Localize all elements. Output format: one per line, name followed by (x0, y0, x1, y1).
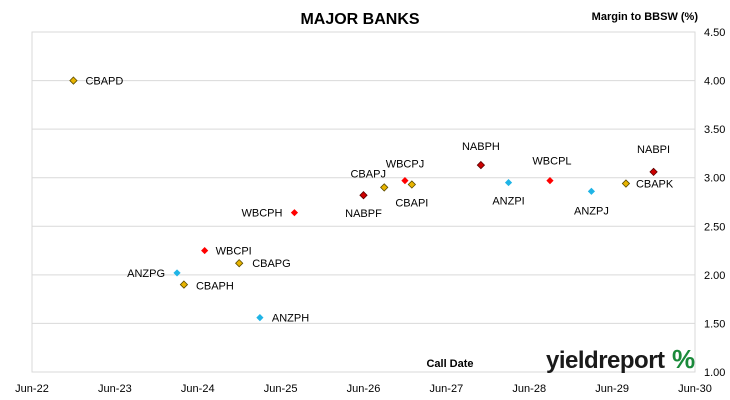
x-tick-label: Jun-26 (347, 383, 381, 395)
point-label-nabph: NABPH (462, 141, 500, 153)
point-label-cbaph: CBAPH (196, 281, 234, 293)
logo-text: yieldreport (546, 347, 665, 374)
x-axis-title: Call Date (426, 358, 473, 370)
point-marker-anzpj (587, 187, 596, 195)
point-label-anzpi: ANZPI (492, 196, 524, 208)
y-tick-label: 1.00 (704, 367, 725, 379)
point-label-wbcpl: WBCPL (532, 156, 571, 168)
x-tick-label: Jun-30 (678, 383, 712, 395)
point-marker-cbapd (69, 76, 78, 85)
y-axis-title: Margin to BBSW (%) (592, 11, 699, 23)
point-label-anzpg: ANZPG (127, 268, 165, 280)
y-tick-label: 3.00 (704, 173, 725, 185)
x-tick-label: Jun-27 (430, 383, 464, 395)
y-tick-label: 4.50 (704, 27, 725, 39)
x-tick-label: Jun-23 (98, 383, 132, 395)
point-marker-wbcpj (401, 177, 409, 185)
logo-percent-symbol: % (672, 344, 695, 374)
point-label-cbapk: CBAPK (636, 179, 674, 191)
point-marker-nabpi (649, 167, 658, 177)
gridlines (31, 31, 696, 373)
point-marker-cbaph (179, 280, 189, 289)
y-tick-label: 2.00 (704, 270, 725, 282)
x-tick-label: Jun-29 (595, 383, 629, 395)
tick-labels: 1.00 1.50 2.00 2.50 3.00 3.50 4.00 4.50 Jun-22 Ju… (15, 27, 725, 395)
point-label-wbcpj: WBCPJ (386, 159, 425, 171)
x-tick-label: Jun-25 (264, 383, 298, 395)
plot-area-border (31, 31, 696, 373)
point-label-nabpi: NABPI (637, 144, 670, 156)
x-tick-label: Jun-22 (15, 383, 49, 395)
y-tick-label: 3.50 (704, 124, 725, 136)
point-label-wbcph: WBCPH (241, 208, 282, 220)
point-marker-wbcph (290, 209, 299, 217)
point-marker-anzpg (173, 269, 181, 277)
point-label-cbapg: CBAPG (252, 258, 291, 270)
point-label-wbcpi: WBCPI (216, 246, 252, 258)
y-tick-label: 4.00 (704, 76, 725, 88)
point-label-cbapd: CBAPD (85, 76, 123, 88)
point-marker-cbapg (235, 259, 244, 268)
point-label-cbapj: CBAPJ (350, 168, 385, 180)
point-label-nabpf: NABPF (345, 208, 382, 220)
point-marker-wbcpl (546, 177, 554, 185)
x-tick-label: Jun-28 (512, 383, 546, 395)
point-marker-cbapi (407, 180, 417, 189)
chart-title: MAJOR BANKS (300, 11, 419, 28)
point-label-anzpj: ANZPJ (574, 205, 609, 217)
yieldreport-logo: yieldreport % (546, 344, 695, 374)
y-tick-label: 2.50 (704, 221, 725, 233)
point-label-cbapi: CBAPI (395, 198, 428, 210)
x-tick-label: Jun-24 (181, 383, 215, 395)
point-marker-cbapj (380, 183, 389, 192)
point-marker-cbapk (621, 179, 631, 188)
y-tick-label: 1.50 (704, 318, 725, 330)
point-label-anzph: ANZPH (272, 313, 309, 325)
point-marker-anzph (256, 314, 264, 322)
point-marker-wbcpi (201, 246, 209, 255)
logo-percent: % (672, 344, 695, 374)
point-marker-nabph (476, 160, 486, 170)
point-marker-anzpi (504, 178, 513, 187)
point-marker-nabpf (359, 191, 368, 200)
